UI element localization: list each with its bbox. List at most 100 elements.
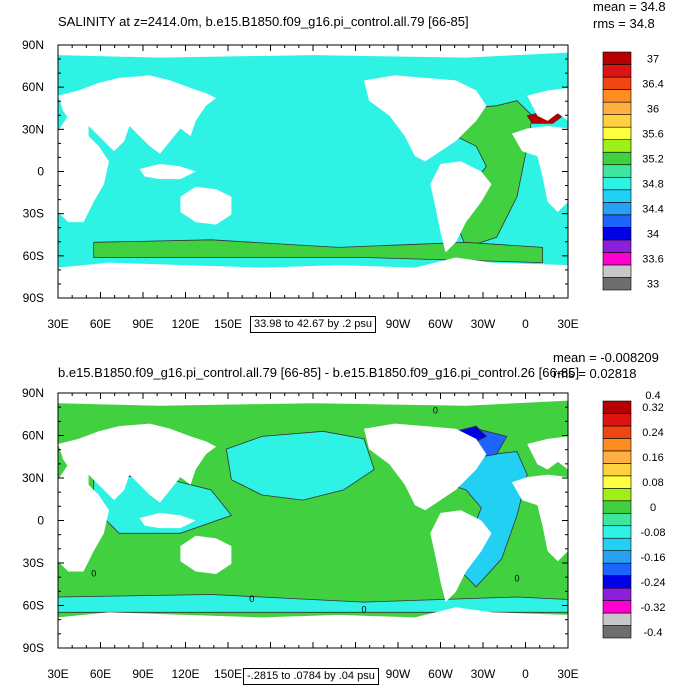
stat-mean-bottom: mean = -0.008209 bbox=[553, 350, 659, 365]
southern-ocean-fresh-region-bottom bbox=[57, 594, 569, 613]
x-tick-label-bottom: 150E bbox=[214, 667, 242, 681]
contour-label-bottom: 0 bbox=[433, 405, 438, 415]
land-australia-top bbox=[180, 186, 232, 225]
y-tick-label-bottom: 0 bbox=[37, 514, 44, 528]
x-tick-label-top: 90W bbox=[386, 317, 411, 331]
y-tick-label-bottom: 60N bbox=[22, 429, 44, 443]
y-tick-label-bottom: 90S bbox=[23, 641, 44, 655]
colorbar-swatch-top bbox=[602, 189, 632, 203]
x-tick-label-bottom: 60W bbox=[428, 667, 453, 681]
colorbar-swatch-top bbox=[602, 227, 632, 241]
colorbar-swatch-top bbox=[602, 264, 632, 278]
contour-label-bottom: 0 bbox=[514, 574, 519, 584]
southern-ocean-region-top bbox=[93, 239, 543, 264]
x-tick-label-top: 0 bbox=[522, 317, 529, 331]
colorbar-label-top: 34.4 bbox=[642, 204, 663, 216]
land-eurasia-top bbox=[58, 75, 217, 154]
land-northAmerica-top bbox=[364, 75, 487, 162]
land-southAmerica-top bbox=[430, 161, 492, 253]
x-tick-label-bottom: 0 bbox=[522, 667, 529, 681]
colorbar-swatch-bottom bbox=[602, 438, 632, 452]
colorbar-label-bottom: -0.16 bbox=[640, 552, 665, 564]
colorbar-label-top: 34.8 bbox=[642, 179, 663, 191]
colorbar-swatch-bottom bbox=[602, 550, 632, 564]
land-northAmerica-bottom bbox=[364, 423, 487, 511]
x-tick-label-top: 30E bbox=[47, 317, 68, 331]
x-tick-label-top: 150E bbox=[214, 317, 242, 331]
colorbar-label-bottom: -0.4 bbox=[644, 627, 663, 639]
colorbar-swatch-top bbox=[602, 89, 632, 103]
y-tick-label-top: 0 bbox=[37, 165, 44, 179]
colorbar-swatch-top bbox=[602, 51, 632, 65]
x-tick-label-bottom: 30E bbox=[47, 667, 68, 681]
x-tick-label-bottom: 120E bbox=[171, 667, 199, 681]
colorbar-swatch-bottom bbox=[602, 400, 632, 414]
land-eurasia-bottom bbox=[58, 423, 217, 503]
colorbar-label-bottom: 0.4 bbox=[645, 390, 660, 402]
colorbar-swatch-top bbox=[602, 151, 632, 166]
colorbar-swatch-bottom bbox=[602, 587, 632, 601]
y-tick-label-top: 60S bbox=[23, 249, 44, 263]
colorbar-swatch-bottom bbox=[602, 512, 632, 527]
x-tick-label-top: 30W bbox=[471, 317, 496, 331]
stat-rms-top: rms = 34.8 bbox=[593, 16, 655, 31]
land-indonesia-bottom bbox=[139, 512, 196, 529]
contour-label-bottom: 0 bbox=[249, 594, 254, 604]
land-africaW-bottom bbox=[511, 474, 568, 562]
colorbar-swatch-bottom bbox=[602, 413, 632, 427]
colorbar-swatch-bottom bbox=[602, 425, 632, 439]
colorbar-swatch-bottom bbox=[602, 537, 632, 551]
y-tick-label-bottom: 60S bbox=[23, 599, 44, 613]
land-antarctica-bottom bbox=[58, 607, 568, 648]
colorbar-label-bottom: 0.16 bbox=[642, 452, 663, 464]
x-tick-label-bottom: 90E bbox=[132, 667, 153, 681]
colorbar-label-top: 33 bbox=[647, 279, 659, 291]
panel-title-bottom: b.e15.B1850.f09_g16.pi_control.all.79 [6… bbox=[58, 365, 579, 380]
colorbar-swatch-bottom bbox=[602, 625, 632, 639]
contour-label-bottom: 0 bbox=[91, 569, 96, 579]
colorbar-swatch-bottom bbox=[602, 525, 632, 539]
colorbar-swatch-top bbox=[602, 252, 632, 266]
x-tick-label-top: 30E bbox=[557, 317, 578, 331]
y-tick-label-bottom: 90N bbox=[22, 386, 44, 400]
y-tick-label-top: 60N bbox=[22, 80, 44, 94]
colorbar-label-top: 36.4 bbox=[642, 78, 663, 90]
y-tick-label-top: 90N bbox=[22, 38, 44, 52]
y-tick-label-bottom: 30S bbox=[23, 556, 44, 570]
land-eurasiaW-bottom bbox=[527, 436, 568, 470]
colorbar-swatch-top bbox=[602, 64, 632, 78]
stat-rms-bottom: rms = 0.02818 bbox=[553, 366, 636, 381]
land-africa-bottom bbox=[58, 449, 109, 572]
colorbar-swatch-top bbox=[602, 114, 632, 128]
land-southAmerica-bottom bbox=[430, 510, 492, 603]
y-tick-label-top: 30N bbox=[22, 122, 44, 136]
land-africaW-top bbox=[511, 126, 568, 212]
panel-title-top: SALINITY at z=2414.0m, b.e15.B1850.f09_g… bbox=[58, 14, 469, 29]
contour-info-box-top: 33.98 to 42.67 by .2 psu bbox=[250, 316, 377, 333]
colorbar-swatch-top bbox=[602, 164, 632, 178]
colorbar-label-top: 35.6 bbox=[642, 128, 663, 140]
land-eurasiaW-top bbox=[527, 88, 568, 121]
x-tick-label-top: 60W bbox=[428, 317, 453, 331]
colorbar-label-top: 37 bbox=[647, 53, 659, 65]
colorbar-swatch-top bbox=[602, 214, 632, 228]
y-tick-label-bottom: 30N bbox=[22, 471, 44, 485]
colorbar-label-bottom: 0 bbox=[650, 502, 656, 514]
x-tick-label-bottom: 90W bbox=[386, 667, 411, 681]
land-indonesia-top bbox=[139, 163, 196, 180]
colorbar-swatch-top bbox=[602, 176, 632, 191]
y-tick-label-top: 30S bbox=[23, 207, 44, 221]
colorbar-label-top: 36 bbox=[647, 103, 659, 115]
colorbar-label-top: 34 bbox=[647, 229, 659, 241]
colorbar-swatch-bottom bbox=[602, 562, 632, 576]
land-africa-top bbox=[58, 100, 109, 223]
colorbar-label-bottom: -0.24 bbox=[640, 577, 665, 589]
colorbar-label-top: 33.6 bbox=[642, 254, 663, 266]
contour-label-bottom: 0 bbox=[361, 604, 366, 614]
colorbar-label-bottom: 0.32 bbox=[642, 402, 663, 414]
colorbar-swatch-top bbox=[602, 139, 632, 153]
stat-mean-top: mean = 34.8 bbox=[593, 0, 666, 14]
colorbar-swatch-bottom bbox=[602, 475, 632, 489]
colorbar-label-bottom: -0.32 bbox=[640, 602, 665, 614]
colorbar-swatch-bottom bbox=[602, 612, 632, 626]
